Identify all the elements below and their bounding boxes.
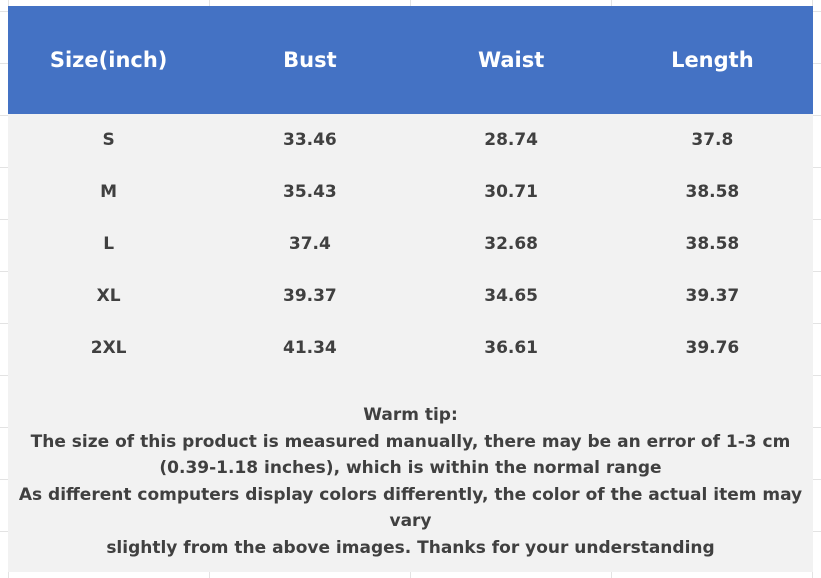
warm-tip: Warm tip: The size of this product is me… [8, 402, 813, 561]
cell-length: 39.76 [685, 338, 740, 358]
cell-waist: 30.71 [484, 182, 539, 202]
header-length: Length [671, 48, 754, 72]
table-row: M 35.43 30.71 38.58 [8, 166, 813, 218]
header-waist: Waist [477, 48, 545, 72]
cell-size: 2XL [90, 338, 127, 358]
table-row: S 33.46 28.74 37.8 [8, 114, 813, 166]
cell-waist: 32.68 [484, 234, 539, 254]
cell-length: 38.58 [685, 234, 740, 254]
cell-bust: 39.37 [282, 286, 337, 306]
cell-size: S [102, 130, 115, 150]
header-bust: Bust [283, 48, 337, 72]
table-row: XL 39.37 34.65 39.37 [8, 270, 813, 322]
tip-line: The size of this product is measured man… [30, 431, 791, 452]
cell-length: 37.8 [691, 130, 734, 150]
table-row: L 37.4 32.68 38.58 [8, 218, 813, 270]
cell-size: L [103, 234, 115, 254]
tip-line: (0.39-1.18 inches), which is within the … [159, 458, 662, 478]
cell-waist: 36.61 [484, 338, 539, 358]
cell-size: XL [96, 286, 121, 306]
cell-size: M [100, 182, 118, 202]
cell-bust: 37.4 [288, 234, 331, 254]
cell-bust: 33.46 [282, 130, 337, 150]
tip-line: As different computers display colors di… [18, 484, 803, 532]
table-header: Size(inch) Bust Waist Length [8, 6, 813, 114]
tip-title: Warm tip: [363, 405, 458, 425]
cell-waist: 34.65 [484, 286, 539, 306]
table-row: 2XL 41.34 36.61 39.76 [8, 322, 813, 374]
cell-bust: 41.34 [282, 338, 337, 358]
cell-length: 38.58 [685, 182, 740, 202]
cell-length: 39.37 [685, 286, 740, 306]
tip-line: slightly from the above images. Thanks f… [106, 537, 715, 558]
header-size: Size(inch) [49, 48, 168, 72]
size-chart-table: Size(inch) Bust Waist Length S 33.46 28.… [8, 6, 813, 572]
cell-bust: 35.43 [282, 182, 337, 202]
cell-waist: 28.74 [484, 130, 539, 150]
